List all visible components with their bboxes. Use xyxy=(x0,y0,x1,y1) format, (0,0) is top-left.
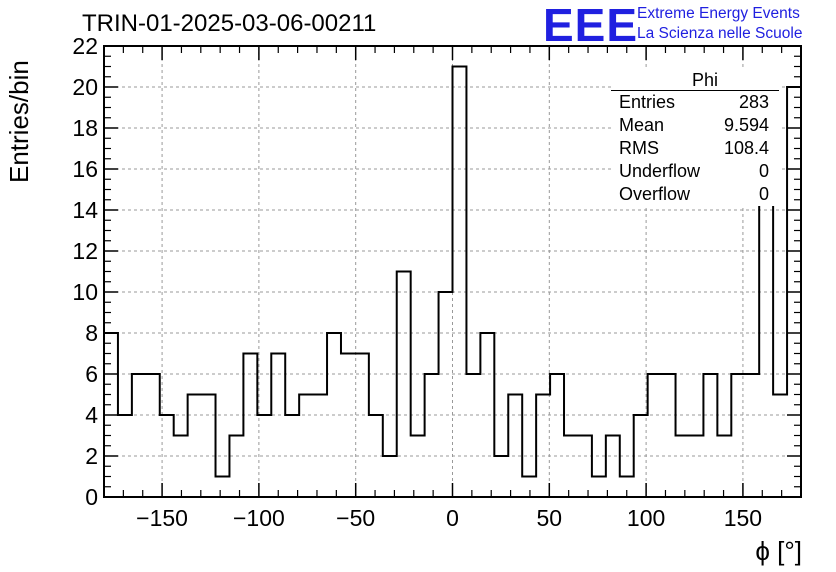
x-axis-label: ϕ [°] xyxy=(755,536,802,566)
stats-row-underflow: Underflow 0 xyxy=(611,160,779,183)
histogram-bin xyxy=(578,436,592,498)
y-tick-label: 16 xyxy=(72,156,98,182)
histogram-bin xyxy=(216,477,230,498)
x-tick-label: −50 xyxy=(336,505,375,531)
y-tick-label: 6 xyxy=(85,361,98,387)
eee-logo: EEE xyxy=(543,0,639,51)
y-tick-label: 10 xyxy=(72,279,98,305)
x-tick-label: 100 xyxy=(627,505,665,531)
logo-caption: Extreme Energy Events La Scienza nelle S… xyxy=(637,4,802,44)
x-tick-label: 0 xyxy=(446,505,459,531)
histogram-bin xyxy=(550,374,564,497)
histogram-bin xyxy=(648,374,662,497)
histogram-bin xyxy=(411,436,425,498)
stats-value: 0 xyxy=(758,161,769,181)
histogram-bin xyxy=(188,395,202,498)
y-tick-labels: 0 2 4 6 8 10 12 14 16 18 20 22 xyxy=(72,33,98,510)
y-tick-label: 2 xyxy=(85,443,98,469)
histogram-bin xyxy=(229,436,243,498)
plot-frame xyxy=(103,45,802,498)
axis-ticks xyxy=(104,45,801,498)
stats-row-rms: RMS 108.4 xyxy=(611,137,779,160)
x-tick-label: 150 xyxy=(724,505,762,531)
histogram-bin xyxy=(592,477,606,498)
y-tick-label: 4 xyxy=(85,402,98,428)
histogram-bin xyxy=(689,436,703,498)
histogram-bin xyxy=(243,354,257,498)
y-axis-label: Entries/bin xyxy=(4,60,34,183)
y-tick-label: 22 xyxy=(72,33,98,59)
stats-row-mean: Mean 9.594 xyxy=(611,114,779,137)
histogram-bin xyxy=(536,395,550,498)
logo-caption-line1: Extreme Energy Events xyxy=(637,5,800,22)
histogram-bin xyxy=(466,374,480,497)
x-tick-label: 50 xyxy=(537,505,563,531)
histogram-bin xyxy=(174,436,188,498)
stats-box: Phi Entries 283 Mean 9.594 RMS 108.4 Und… xyxy=(611,70,779,206)
stats-label: RMS xyxy=(619,138,659,158)
x-tick-label: −100 xyxy=(233,505,285,531)
y-tick-label: 18 xyxy=(72,115,98,141)
x-tick-label: −150 xyxy=(136,505,188,531)
histogram-bin xyxy=(508,395,522,498)
histogram-bin xyxy=(717,436,731,498)
histogram-bin xyxy=(676,436,690,498)
y-tick-label: 14 xyxy=(72,197,98,223)
stats-label: Entries xyxy=(619,92,676,112)
stats-label: Overflow xyxy=(619,184,691,204)
stats-value: 283 xyxy=(738,92,769,112)
histogram-bin xyxy=(662,374,676,497)
histogram-bin xyxy=(202,395,216,498)
histogram-bin xyxy=(773,395,787,498)
histogram-bin xyxy=(132,374,146,497)
histogram-bin xyxy=(313,395,327,498)
y-tick-label: 0 xyxy=(85,484,98,510)
histogram-bin xyxy=(522,477,536,498)
histogram-bin xyxy=(564,436,578,498)
histogram-bin xyxy=(397,272,411,498)
histogram-bin xyxy=(439,292,453,497)
stats-value: 108.4 xyxy=(723,138,769,158)
stats-label: Mean xyxy=(619,115,665,135)
histogram-bin xyxy=(703,374,717,497)
histogram-bin xyxy=(341,354,355,498)
y-tick-label: 12 xyxy=(72,238,98,264)
histogram-bin xyxy=(759,190,773,498)
histogram-bin xyxy=(606,436,620,498)
stats-row-entries: Entries 283 xyxy=(611,91,779,114)
histogram-bin xyxy=(355,354,369,498)
stats-value: 0 xyxy=(758,184,769,204)
histogram-bin xyxy=(494,456,508,497)
histogram-bin xyxy=(425,374,439,497)
histogram-bin xyxy=(146,374,160,497)
logo-caption-line2: La Scienza nelle Scuole xyxy=(637,25,803,42)
y-tick-label: 8 xyxy=(85,320,98,346)
stats-box-title: Phi xyxy=(611,70,779,91)
stats-label: Underflow xyxy=(619,161,701,181)
histogram-bin xyxy=(453,67,467,498)
plot-title: TRIN-01-2025-03-06-00211 xyxy=(82,10,377,37)
x-tick-labels: −150 −100 −50 0 50 100 150 xyxy=(136,505,762,531)
y-tick-label: 20 xyxy=(72,74,98,100)
stats-row-overflow: Overflow 0 xyxy=(611,183,779,206)
histogram-bin xyxy=(299,395,313,498)
histogram-outline xyxy=(103,65,802,497)
histogram-bin xyxy=(271,354,285,498)
histogram-bin xyxy=(745,374,759,497)
stats-value: 9.594 xyxy=(723,115,769,135)
